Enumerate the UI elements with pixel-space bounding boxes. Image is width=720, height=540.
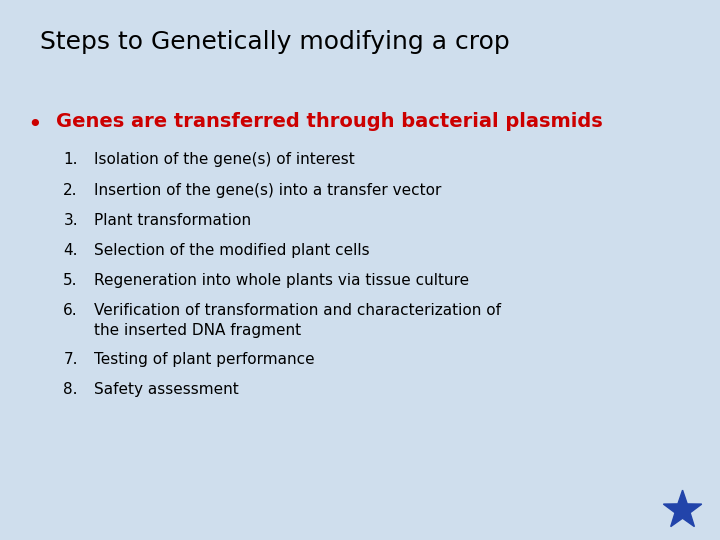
Text: Testing of plant performance: Testing of plant performance	[94, 352, 314, 367]
Text: 3.: 3.	[63, 213, 78, 228]
Text: •: •	[27, 113, 42, 137]
Text: Regeneration into whole plants via tissue culture: Regeneration into whole plants via tissu…	[94, 273, 469, 288]
Polygon shape	[663, 490, 702, 526]
Text: Steps to Genetically modifying a crop: Steps to Genetically modifying a crop	[40, 30, 509, 53]
Text: 1.: 1.	[63, 152, 78, 167]
Text: Genes are transferred through bacterial plasmids: Genes are transferred through bacterial …	[56, 112, 603, 131]
Text: Verification of transformation and characterization of
the inserted DNA fragment: Verification of transformation and chara…	[94, 303, 500, 338]
Text: 7.: 7.	[63, 352, 78, 367]
Text: Isolation of the gene(s) of interest: Isolation of the gene(s) of interest	[94, 152, 354, 167]
Text: Safety assessment: Safety assessment	[94, 382, 238, 397]
Text: 2.: 2.	[63, 183, 78, 198]
Text: Insertion of the gene(s) into a transfer vector: Insertion of the gene(s) into a transfer…	[94, 183, 441, 198]
Text: 6.: 6.	[63, 303, 78, 319]
Text: Selection of the modified plant cells: Selection of the modified plant cells	[94, 243, 369, 258]
Text: Plant transformation: Plant transformation	[94, 213, 251, 228]
Text: 8.: 8.	[63, 382, 78, 397]
Text: 4.: 4.	[63, 243, 78, 258]
Text: 5.: 5.	[63, 273, 78, 288]
